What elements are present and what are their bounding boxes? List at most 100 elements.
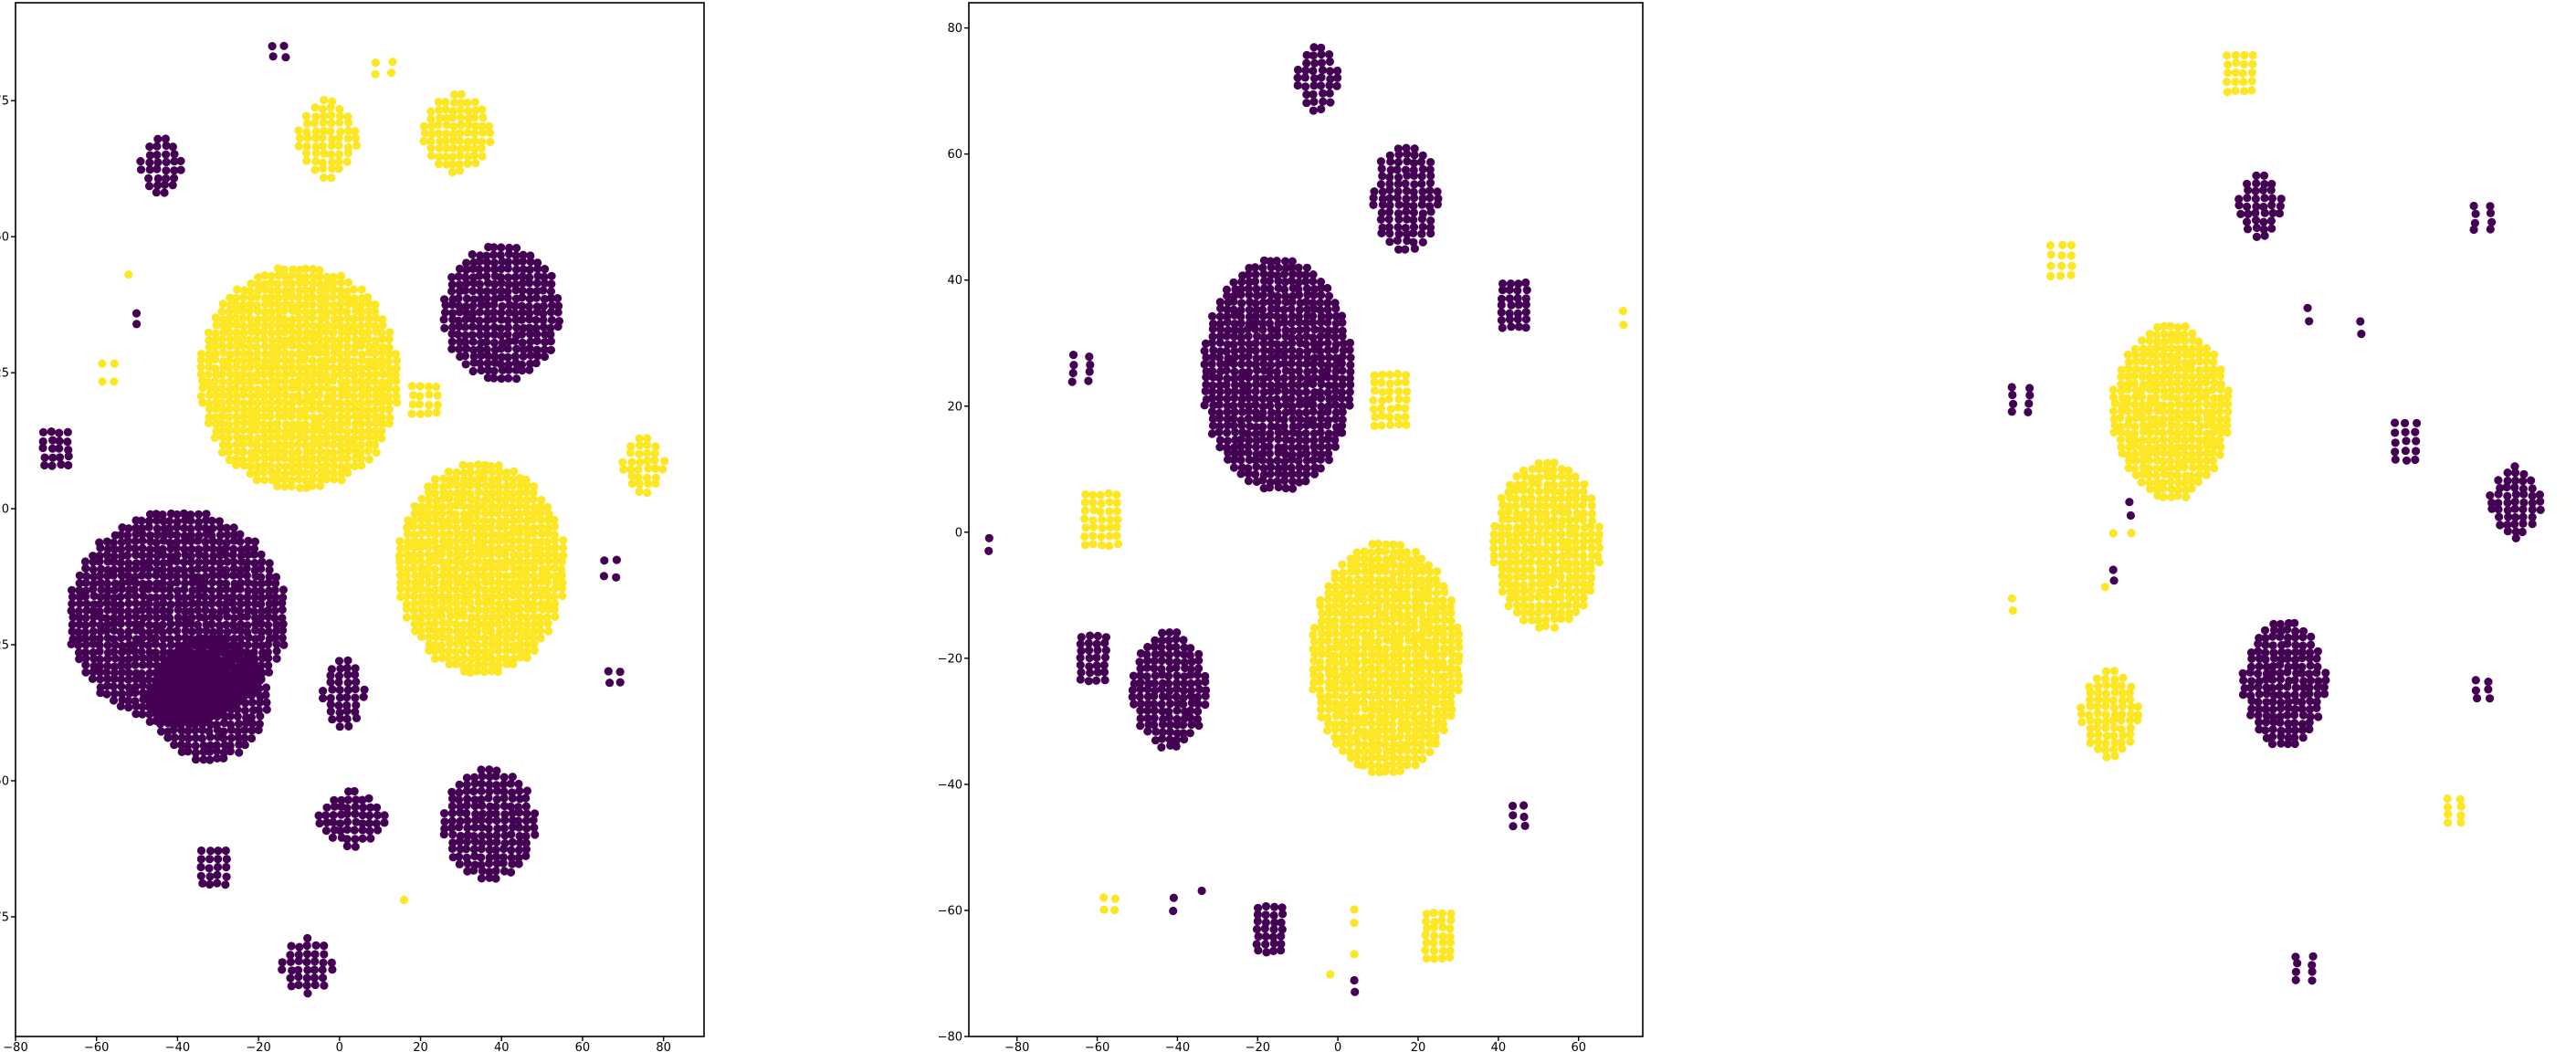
data-point [485,846,494,855]
data-point [1505,315,1514,324]
point-cluster [1618,307,1628,330]
y-tick-label: 0 [955,526,962,540]
point-cluster [1067,351,1095,386]
data-point [495,468,504,477]
data-point [547,300,557,310]
data-point [176,711,185,721]
data-point [1542,487,1551,496]
data-point [489,265,499,274]
data-point [432,383,441,392]
data-point [89,557,98,567]
data-point [294,475,303,484]
data-point [1309,469,1320,479]
data-point [479,537,489,546]
data-point [207,516,216,525]
data-point [221,880,230,889]
data-point [482,331,491,340]
data-point [205,690,214,700]
data-point [328,833,337,842]
data-point [1301,387,1311,396]
data-point [1394,394,1404,404]
data-point [372,448,381,458]
data-point [351,809,360,819]
data-point [1579,594,1588,603]
point-cluster [38,427,73,470]
data-point [213,678,222,688]
data-point [321,826,331,836]
data-point [247,698,257,707]
data-point [246,300,255,309]
data-point [1507,300,1516,310]
data-point [263,606,272,615]
data-point [509,646,518,655]
data-point [1381,767,1390,776]
data-point [294,126,303,135]
data-point [359,803,368,812]
data-point [430,598,439,608]
data-point [235,571,245,580]
data-point [232,426,241,435]
data-point [261,690,270,700]
data-point [260,453,269,463]
data-point [236,634,246,643]
data-point [206,721,216,730]
data-point [329,300,338,310]
data-point [186,524,195,533]
data-point [1157,684,1166,694]
data-point [1402,207,1411,216]
data-point [421,129,430,138]
x-tick-label: 0 [336,1041,343,1052]
data-point [139,564,148,573]
data-point [1309,366,1319,375]
data-point [1526,557,1535,566]
data-point [1504,515,1513,524]
data-point [225,328,234,337]
data-point [173,605,183,615]
data-point [404,584,413,594]
data-point [1098,523,1107,533]
data-point [351,133,360,142]
data-point [364,794,373,804]
data-point [238,335,247,344]
data-point [153,181,163,190]
data-point [249,607,258,616]
data-point [1330,574,1340,584]
data-point [237,552,246,561]
data-point [1403,628,1412,638]
data-point [48,453,58,462]
data-point [1287,359,1296,368]
data-point [1288,436,1297,445]
data-point [1330,442,1340,451]
data-point [264,654,273,663]
data-point [294,973,303,982]
data-point [1316,298,1325,308]
data-point [1550,508,1559,517]
data-point [208,544,217,553]
data-point [499,787,509,796]
data-point [334,150,343,159]
data-point [131,592,140,601]
data-point [109,682,118,691]
data-point [493,667,503,677]
data-point [236,620,246,629]
data-point [102,598,111,607]
data-point [173,619,183,628]
data-point [517,301,527,310]
data-point [1277,931,1286,941]
data-point [357,461,366,470]
data-point [409,592,418,601]
data-point [484,824,493,833]
data-point [439,474,448,483]
data-point [506,868,516,877]
data-point [1497,300,1506,310]
data-point [124,675,133,684]
data-point [351,685,360,694]
data-point [326,707,335,716]
data-point [159,536,168,545]
data-point [522,550,531,559]
data-point [253,370,262,379]
data-point [1351,987,1360,996]
data-point [173,510,182,520]
data-point [294,376,303,386]
data-point [1069,361,1078,370]
